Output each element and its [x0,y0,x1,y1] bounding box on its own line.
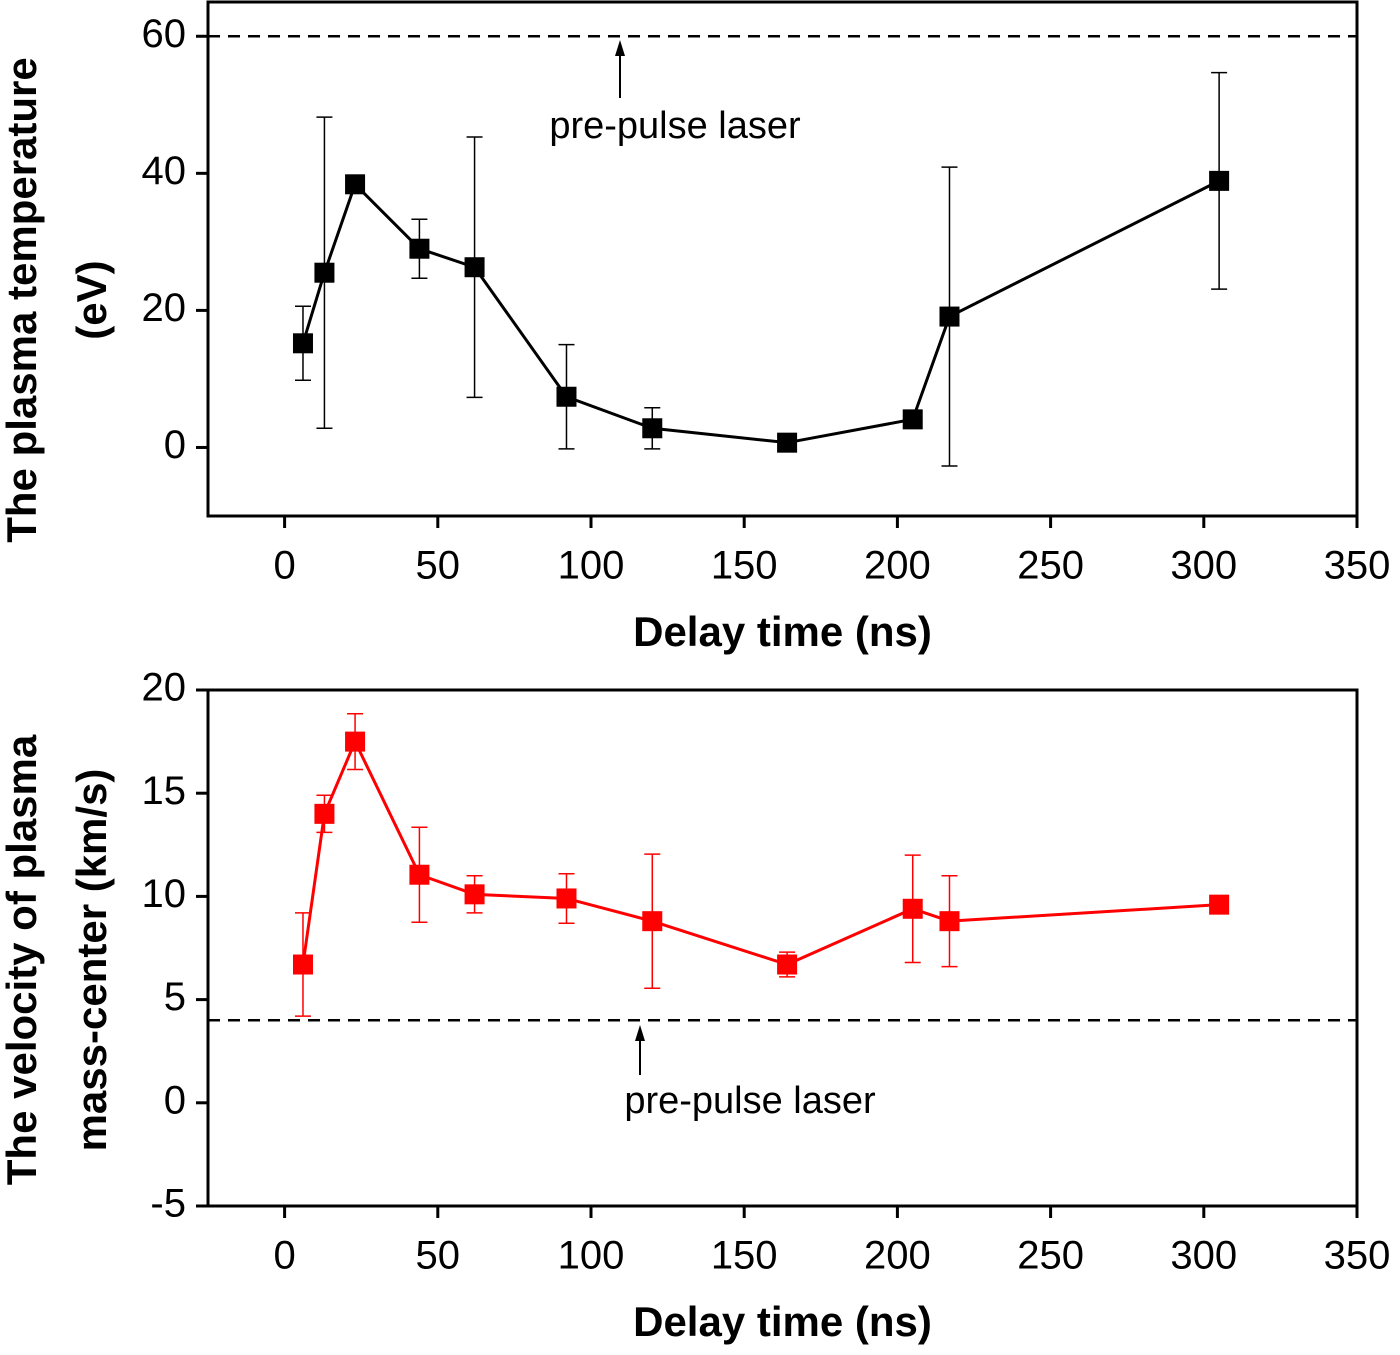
y-tick-label: -5 [150,1182,186,1226]
marker [642,911,663,932]
y-axis-label: The velocity of plasma [0,734,45,1185]
y-tick-label: 40 [142,149,187,193]
marker [345,731,366,752]
y-tick-label: 10 [142,872,187,916]
x-tick-label: 200 [864,544,931,588]
x-tick-label: 300 [1170,1234,1237,1278]
x-tick-label: 350 [1324,544,1391,588]
x-tick-label: 100 [558,1234,625,1278]
marker [292,333,313,354]
x-tick-label: 50 [416,1234,461,1278]
annotation: pre-pulse laser [549,105,801,147]
x-tick-label: 300 [1170,544,1237,588]
arrow-head [615,40,625,56]
x-tick-label: 250 [1017,544,1084,588]
marker [409,238,430,259]
marker [464,884,485,905]
x-axis-label: Delay time (ns) [633,608,932,655]
marker [464,257,485,278]
marker [902,898,923,919]
x-tick-label: 250 [1017,1234,1084,1278]
marker [1209,894,1230,915]
plot-frame [206,688,1359,1208]
x-tick-label: 350 [1324,1234,1391,1278]
marker [777,954,798,975]
x-tick-label: 150 [711,1234,778,1278]
y-tick-label: 0 [164,1078,186,1122]
annotation: pre-pulse laser [624,1080,876,1122]
marker [292,954,313,975]
y-tick-label: 0 [164,423,186,467]
marker [314,803,335,824]
y-axis-label: (eV) [68,260,115,339]
y-tick-label: 20 [142,666,187,710]
marker [345,174,366,195]
marker [314,262,335,283]
arrow-head [635,1025,645,1041]
x-tick-label: 200 [864,1234,931,1278]
x-tick-label: 100 [558,544,625,588]
marker [902,409,923,430]
marker [556,888,577,909]
y-tick-label: 5 [164,975,186,1019]
y-axis-label: mass-center (km/s) [68,769,115,1152]
x-tick-label: 0 [273,1234,295,1278]
series-line [301,737,1220,967]
x-tick-label: 50 [416,544,461,588]
x-axis-label: Delay time (ns) [633,1298,932,1345]
y-tick-label: 15 [142,769,187,813]
y-axis-label: The plasma temperature [0,57,45,543]
plot-frame [206,0,1359,518]
marker [777,432,798,453]
marker [556,386,577,407]
marker [939,911,960,932]
marker [409,864,430,885]
marker [642,418,663,439]
x-tick-label: 0 [273,544,295,588]
marker [939,306,960,327]
x-tick-label: 150 [711,544,778,588]
y-tick-label: 60 [142,12,187,56]
series-line [301,179,1220,445]
y-tick-label: 20 [142,286,187,330]
marker [1209,170,1230,191]
